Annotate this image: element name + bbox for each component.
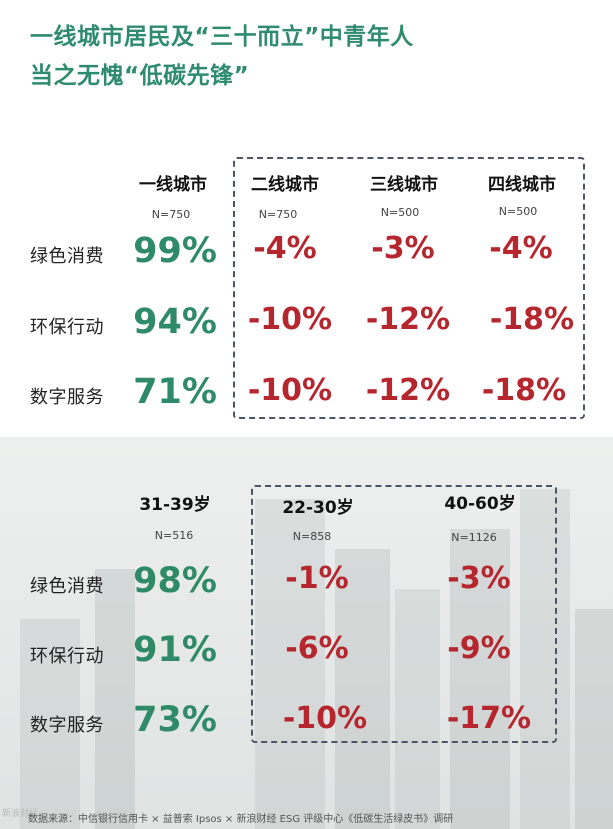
data-value: -10% [247,373,333,408]
sample-size: N=750 [151,208,191,221]
row-label: 数字服务 [30,715,104,736]
sample-size: N=858 [292,530,332,543]
column-header: 31-39岁 [139,495,211,515]
sample-size: N=750 [258,208,298,221]
data-value: -12% [365,302,451,337]
comparison-box-cities [233,157,585,419]
data-value: -18% [489,302,575,337]
column-header: 22-30岁 [282,498,354,518]
column-header: 三线城市 [370,175,438,195]
column-header: 四线城市 [488,175,556,195]
sample-size: N=500 [498,205,538,218]
row-label: 绿色消费 [30,576,104,597]
column-header: 40-60岁 [444,494,516,514]
row-label: 环保行动 [30,646,104,667]
data-value: -1% [285,561,349,596]
row-label: 绿色消费 [30,246,104,267]
column-header: 二线城市 [251,175,319,195]
data-value: 99% [133,231,217,271]
data-value: -9% [447,631,511,666]
data-value: 73% [133,700,217,740]
city-skyline-background [0,437,613,829]
data-value: -17% [446,701,532,736]
data-value: -3% [371,231,435,266]
data-value: 71% [133,372,217,412]
sample-size: N=500 [380,206,420,219]
data-value: -10% [282,701,368,736]
data-value: -4% [253,231,317,266]
row-label: 环保行动 [30,317,104,338]
title-line-2: 当之无愧“低碳先锋” [30,63,250,89]
data-value: 91% [133,630,217,670]
sample-size: N=516 [154,529,194,542]
data-value: -6% [285,631,349,666]
column-header: 一线城市 [139,175,207,195]
data-value: -4% [489,231,553,266]
data-value: -3% [447,561,511,596]
source-footnote: 数据来源：中信银行信用卡 × 益普索 Ipsos × 新浪财经 ESG 评级中心… [28,814,454,825]
data-value: -12% [365,373,451,408]
row-label: 数字服务 [30,387,104,408]
watermark: 新浪财经 [2,809,39,819]
title-line-1: 一线城市居民及“三十而立”中青年人 [30,24,414,50]
data-value: -10% [247,302,333,337]
data-value: 94% [133,302,217,342]
data-value: -18% [481,373,567,408]
comparison-box-ages [251,485,557,743]
data-value: 98% [133,561,217,601]
sample-size: N=1126 [451,531,497,544]
